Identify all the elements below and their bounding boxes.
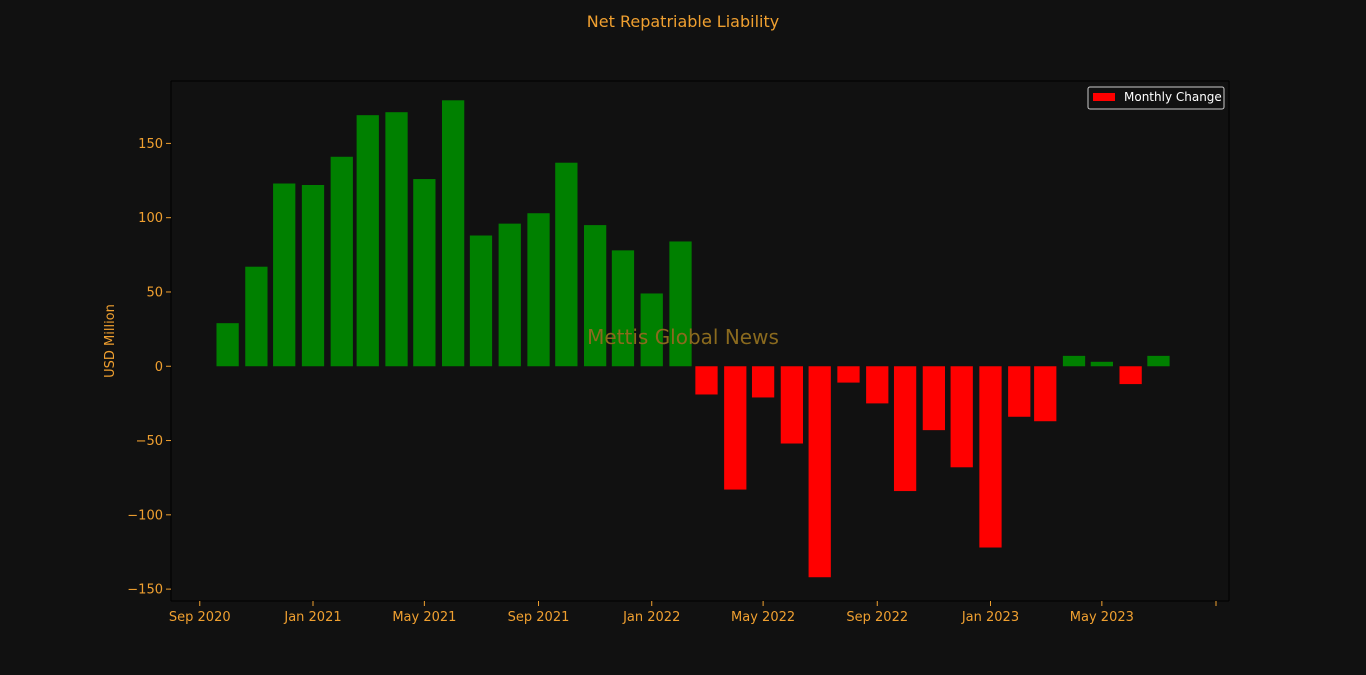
bar-2021-07 — [469, 235, 493, 367]
bar-2023-02 — [1008, 366, 1031, 417]
x-tick-label-2021-05-01: May 2021 — [392, 610, 456, 625]
y-axis-label: USD Million — [103, 304, 118, 378]
x-tick-label-2021-09-01: Sep 2021 — [508, 610, 570, 625]
bar-2021-01 — [301, 185, 325, 367]
bar-2023-03 — [1034, 366, 1057, 422]
legend-swatch — [1093, 93, 1115, 101]
bar-2022-03 — [695, 366, 718, 395]
bar-2021-08 — [498, 223, 521, 367]
x-tick-label-2023-05-01: May 2023 — [1070, 610, 1134, 625]
bar-2021-05 — [413, 179, 436, 367]
bar-2023-07 — [1147, 355, 1170, 367]
bar-2020-11 — [245, 266, 268, 367]
bar-2022-12 — [950, 366, 973, 468]
bar-2021-04 — [385, 112, 408, 367]
y-tick-label--100: −100 — [127, 508, 163, 523]
x-tick-label-2022-09-01: Sep 2022 — [846, 610, 908, 625]
x-tick-label-2020-09-01: Sep 2020 — [169, 610, 231, 625]
chart-title: Net Repatriable Liability — [587, 12, 779, 31]
bar-2022-05 — [751, 366, 775, 398]
bar-2021-09 — [527, 213, 550, 367]
watermark: Mettis Global News — [587, 325, 779, 349]
y-tick-label-150: 150 — [138, 137, 163, 152]
bar-2023-04 — [1062, 355, 1086, 367]
bar-2022-07 — [808, 366, 831, 578]
x-tick-label-2022-01-01: Jan 2022 — [622, 610, 680, 625]
legend: Monthly Change — [1087, 86, 1225, 110]
bar-2023-06 — [1119, 366, 1142, 385]
bar-2021-06 — [442, 100, 465, 367]
y-tick-label-100: 100 — [138, 211, 163, 226]
bar-2020-10 — [216, 323, 239, 367]
y-tick-label-0: 0 — [155, 360, 163, 375]
x-tick-label-2021-01-01: Jan 2021 — [283, 610, 341, 625]
x-tick-label-2022-05-01: May 2022 — [731, 610, 795, 625]
x-tick-label-2023-01-01: Jan 2023 — [961, 610, 1019, 625]
bar-2021-11 — [583, 225, 607, 367]
bar-2023-01 — [979, 366, 1002, 548]
bar-2022-08 — [837, 366, 860, 383]
bar-2022-10 — [893, 366, 917, 492]
bar-2021-12 — [611, 250, 635, 367]
bar-2021-10 — [555, 162, 578, 367]
legend-box — [1087, 86, 1225, 110]
y-tick-label-50: 50 — [146, 285, 163, 300]
bar-2022-02 — [669, 241, 692, 367]
bar-2023-05 — [1090, 361, 1113, 367]
bar-2020-12 — [273, 183, 296, 367]
bar-2021-03 — [356, 115, 379, 367]
bar-2021-02 — [330, 156, 353, 367]
bar-2022-01 — [640, 293, 663, 367]
plot-area: −150 −100 −50 0 50 100 150 Sep 2020 Jan 2021 May … — [127, 80, 1230, 625]
bar-2022-04 — [724, 366, 747, 490]
y-tick-label--50: −50 — [136, 434, 163, 449]
bar-2022-11 — [922, 366, 946, 431]
legend-label: Monthly Change — [1124, 90, 1222, 104]
y-tick-label--150: −150 — [127, 583, 163, 598]
bar-2022-06 — [780, 366, 804, 444]
bar-2022-09 — [866, 366, 889, 404]
